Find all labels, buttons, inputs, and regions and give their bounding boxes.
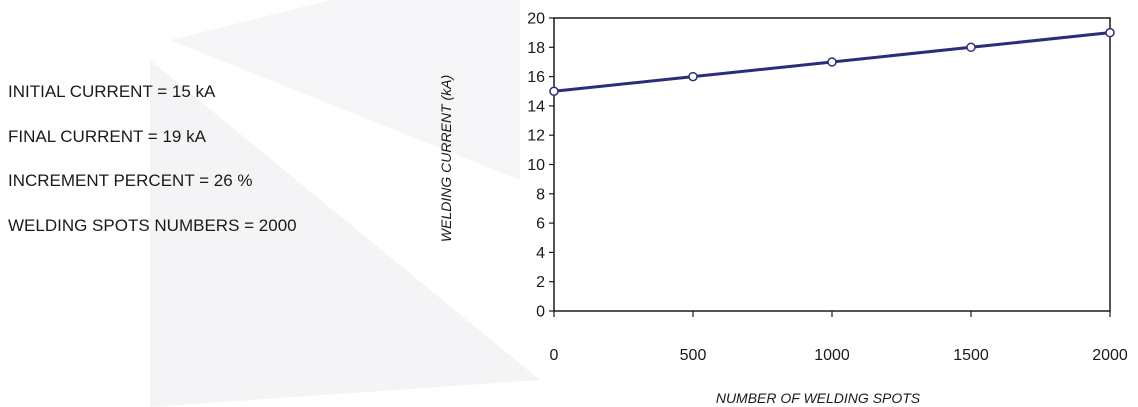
y-tick-label: 4: [536, 245, 545, 262]
y-tick-label: 20: [527, 11, 545, 28]
data-point: [966, 42, 976, 53]
final-current-text: FINAL CURRENT = 19 kA: [8, 126, 206, 146]
x-tick-label: 2000: [1092, 347, 1128, 364]
y-tick-label: 12: [527, 128, 545, 145]
y-tick-label: 2: [536, 274, 545, 291]
x-tick-label: 500: [680, 347, 707, 364]
y-tick-label: 18: [527, 40, 545, 57]
x-axis-ticks: 0 500 1000 1500 2000: [550, 311, 1128, 364]
data-point: [549, 86, 559, 96]
y-tick-label: 0: [536, 304, 545, 321]
increment-percent-text: INCREMENT PERCENT = 26 %: [8, 171, 253, 190]
series-group: [549, 27, 1115, 96]
data-point: [1105, 27, 1115, 38]
data-point: [827, 57, 837, 67]
y-tick-label: 14: [527, 98, 545, 115]
x-tick-label: 0: [550, 347, 559, 364]
y-tick-label: 10: [527, 157, 545, 174]
y-axis-ticks: 0 2 4 6 8 10 12 14 16 18 20: [527, 11, 554, 321]
y-tick-label: 6: [536, 216, 545, 233]
y-axis-label: WELDING CURRENT (kA): [438, 75, 454, 242]
x-tick-label: 1000: [814, 347, 850, 364]
info-panel: INITIAL CURRENT = 15 kA FINAL CURRENT = …: [8, 82, 297, 260]
data-point: [688, 71, 698, 82]
y-tick-label: 16: [527, 69, 545, 86]
y-tick-label: 8: [536, 186, 545, 203]
welding-spots-text: WELDING SPOTS NUMBERS = 2000: [8, 215, 297, 235]
x-axis-label: NUMBER OF WELDING SPOTS: [716, 390, 921, 406]
initial-current-text: INITIAL CURRENT = 15 kA: [8, 82, 216, 101]
plot-frame: [553, 17, 1111, 312]
x-tick-label: 1500: [953, 347, 989, 364]
